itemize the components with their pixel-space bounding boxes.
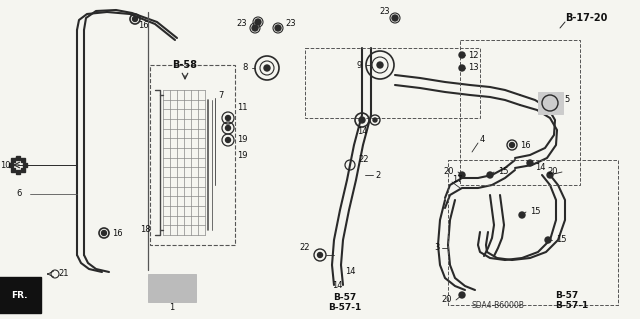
Circle shape	[459, 292, 465, 298]
Text: 4: 4	[480, 136, 485, 145]
Text: B-58: B-58	[172, 60, 197, 70]
Text: 13: 13	[468, 63, 479, 72]
Text: 20: 20	[444, 167, 454, 176]
Text: 20: 20	[547, 167, 558, 176]
Circle shape	[275, 25, 281, 31]
Bar	[150, 65, 235, 245]
Text: 10: 10	[0, 160, 10, 169]
Text: 14: 14	[332, 280, 342, 290]
Circle shape	[102, 231, 106, 235]
Circle shape	[373, 118, 377, 122]
Bar	[538, 92, 563, 114]
Circle shape	[459, 172, 465, 178]
Circle shape	[132, 17, 138, 21]
Circle shape	[459, 65, 465, 71]
Circle shape	[225, 137, 230, 143]
Text: 5: 5	[564, 95, 569, 105]
Text: B-17-20: B-17-20	[565, 13, 607, 23]
Text: 6: 6	[17, 189, 22, 198]
Text: 14: 14	[345, 268, 355, 277]
Text: B-57: B-57	[333, 293, 356, 302]
Bar	[460, 40, 580, 185]
Text: 2: 2	[375, 170, 380, 180]
Text: 1: 1	[170, 303, 175, 313]
Circle shape	[252, 25, 258, 31]
Circle shape	[392, 15, 398, 21]
Bar	[148, 274, 196, 302]
Text: 23: 23	[285, 19, 296, 28]
Circle shape	[509, 143, 515, 147]
Circle shape	[359, 117, 365, 123]
Text: 15: 15	[556, 235, 566, 244]
Text: 14: 14	[535, 164, 545, 173]
Bar	[448, 160, 618, 305]
Text: 22: 22	[300, 243, 310, 253]
Text: 16: 16	[138, 21, 148, 31]
Text: 15: 15	[498, 167, 509, 176]
Circle shape	[377, 62, 383, 68]
Text: 8: 8	[243, 63, 248, 72]
Text: 7: 7	[218, 91, 223, 100]
Circle shape	[547, 172, 553, 178]
Text: 19: 19	[237, 136, 248, 145]
Text: 21: 21	[58, 270, 68, 278]
Text: 15: 15	[530, 207, 541, 217]
Text: 14: 14	[356, 128, 367, 137]
Text: B-57-1: B-57-1	[555, 300, 588, 309]
Circle shape	[487, 172, 493, 178]
Text: 22: 22	[358, 155, 369, 165]
Circle shape	[225, 125, 230, 130]
Circle shape	[317, 253, 323, 257]
Text: 16: 16	[112, 228, 123, 238]
Text: 23: 23	[236, 19, 247, 28]
Text: 20: 20	[442, 295, 452, 305]
Circle shape	[545, 237, 551, 243]
Text: B-57-1: B-57-1	[328, 302, 362, 311]
Circle shape	[527, 160, 533, 166]
Text: 18: 18	[140, 226, 150, 234]
Circle shape	[459, 52, 465, 58]
Circle shape	[264, 65, 270, 71]
Circle shape	[225, 115, 230, 121]
Bar	[305, 48, 480, 118]
Text: B-57: B-57	[555, 291, 579, 300]
Text: 9: 9	[356, 61, 362, 70]
Text: 19: 19	[237, 151, 248, 160]
Text: 11: 11	[237, 103, 248, 113]
Text: FR.: FR.	[11, 291, 28, 300]
Circle shape	[519, 212, 525, 218]
Circle shape	[255, 19, 261, 25]
Text: 16: 16	[520, 140, 531, 150]
Text: 3: 3	[435, 243, 440, 253]
Text: SDA4-B6000B: SDA4-B6000B	[472, 300, 525, 309]
Text: 23: 23	[380, 8, 390, 17]
Text: 12: 12	[468, 50, 479, 60]
Text: 17: 17	[452, 175, 463, 184]
